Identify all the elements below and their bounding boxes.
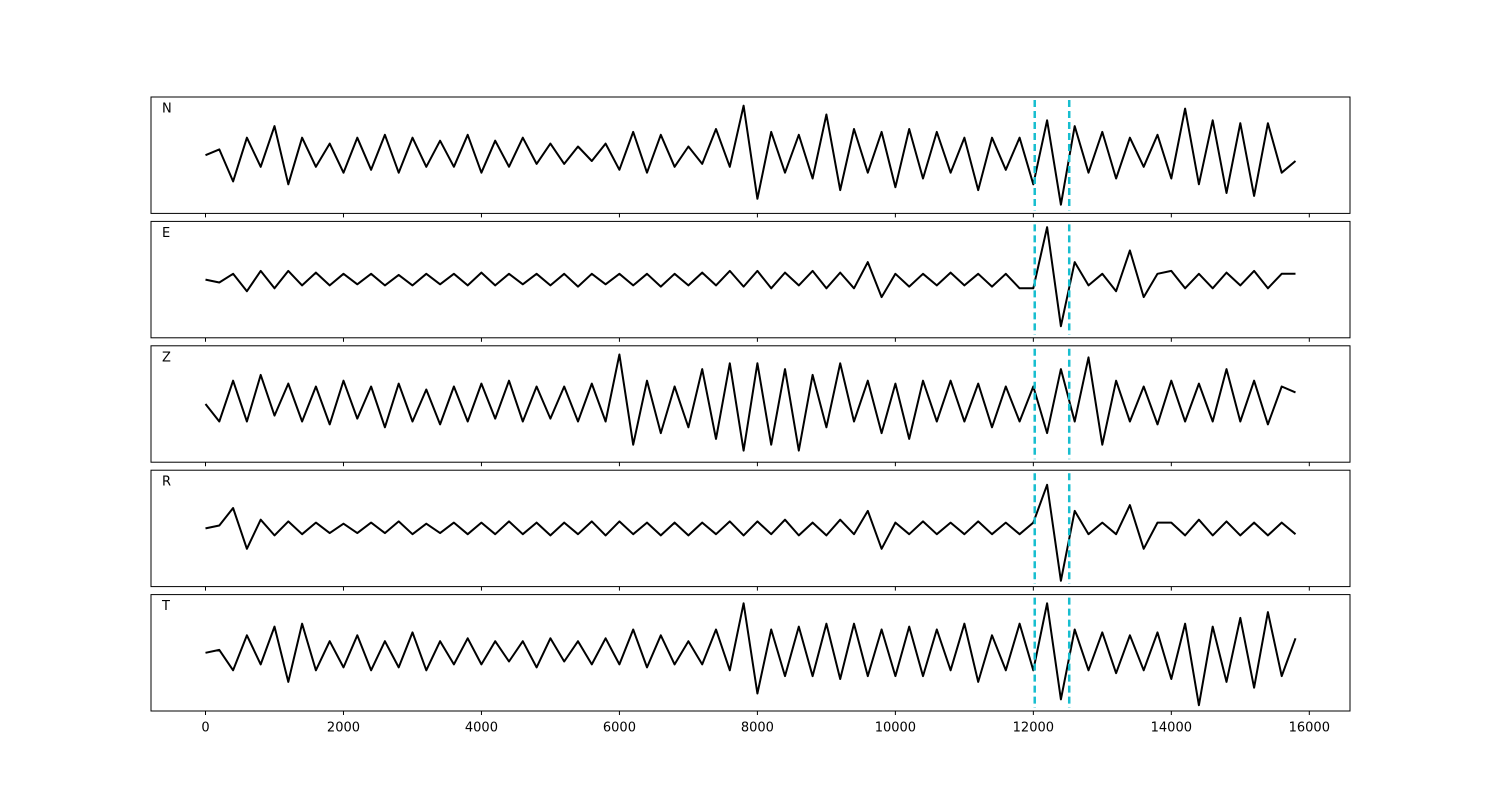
panel-label: E [162,226,170,241]
panel-frame [150,469,1351,588]
trace [205,226,1296,328]
panel-label: R [162,475,171,490]
panel-frame [150,594,1351,712]
panel-label: Z [162,350,171,365]
panel-label: T [161,599,170,614]
panel-label: N [162,102,172,117]
trace [205,602,1297,707]
trace [205,104,1297,206]
x-tick-label: 0 [201,721,209,736]
x-tick-label: 2000 [327,721,360,736]
trace [204,353,1296,452]
trace [205,483,1297,582]
panel-frame [150,345,1351,463]
x-tick-label: 12000 [1013,721,1054,736]
x-tick-label: 10000 [875,721,916,736]
x-tick-label: 8000 [741,721,774,736]
x-tick-label: 6000 [603,721,636,736]
x-tick-label: 4000 [465,721,498,736]
panel-frame [150,96,1351,214]
panel-frame [150,220,1351,339]
x-tick-label: 14000 [1151,721,1192,736]
x-tick-label: 16000 [1289,721,1330,736]
